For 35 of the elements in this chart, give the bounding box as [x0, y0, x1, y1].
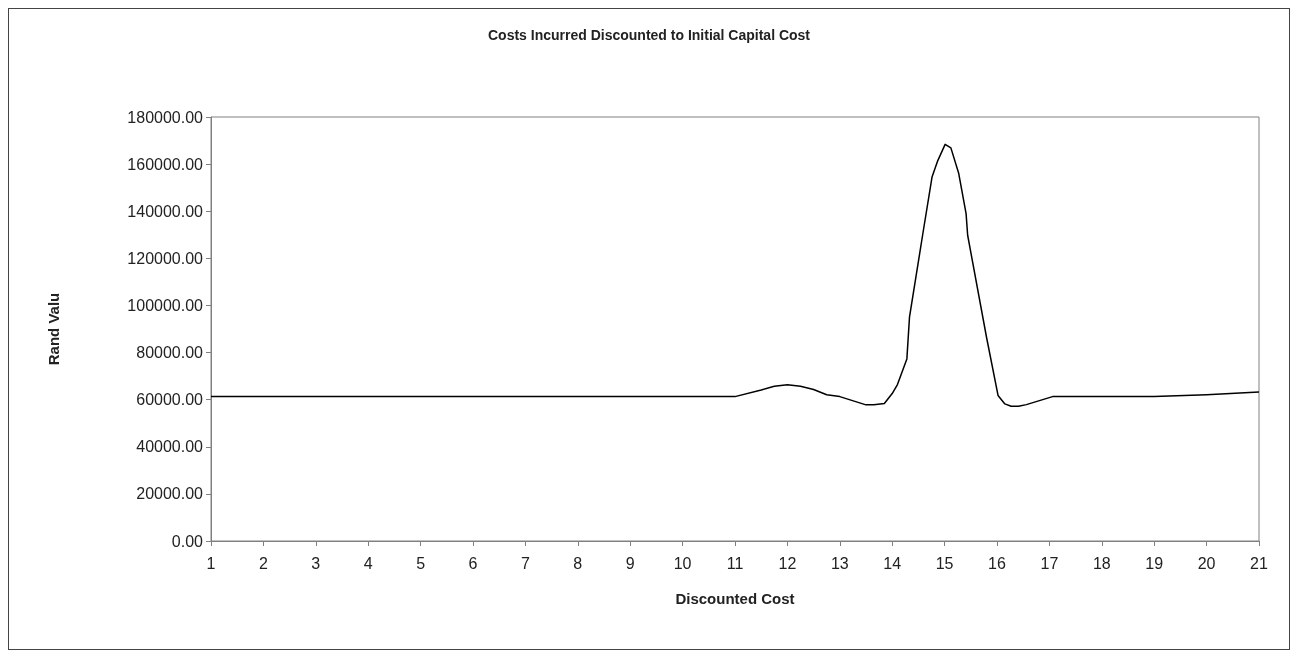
x-tick-label: 18 [1092, 554, 1111, 572]
line-series [210, 143, 1260, 408]
x-tick-label: 9 [625, 554, 635, 572]
y-tick-label: 160000.00 [127, 155, 204, 173]
x-tick-label: 8 [573, 554, 583, 572]
chart-title: Costs Incurred Discounted to Initial Capital Cost [487, 27, 811, 43]
x-axis-title: Discounted Cost [675, 590, 795, 607]
x-tick-label: 7 [520, 554, 530, 572]
x-tick-label: 5 [416, 554, 426, 572]
x-tick-label: 14 [883, 554, 902, 572]
x-tick-label: 15 [935, 554, 954, 572]
y-tick-label: 40000.00 [136, 438, 204, 456]
y-tick-label: 100000.00 [127, 296, 204, 314]
x-tick-label: 6 [468, 554, 478, 572]
y-tick-label: 120000.00 [127, 249, 204, 267]
y-tick-label: 140000.00 [127, 202, 204, 220]
x-tick-label: 13 [830, 554, 849, 572]
x-tick-label: 21 [1250, 554, 1268, 572]
x-tick-label: 10 [673, 554, 692, 572]
x-tick-label: 11 [726, 554, 744, 572]
y-tick-label: 20000.00 [136, 485, 204, 503]
x-tick-label: 20 [1197, 554, 1216, 572]
x-tick-label: 4 [363, 554, 373, 572]
x-tick-label: 1 [206, 554, 216, 572]
x-tick-label: 3 [311, 554, 321, 572]
y-tick-label: 0.00 [171, 532, 204, 550]
x-tick-label: 19 [1145, 554, 1164, 572]
y-tick-label: 180000.00 [127, 108, 204, 126]
x-tick-label: 16 [988, 554, 1006, 572]
y-tick-label: 80000.00 [136, 344, 204, 362]
x-tick-label: 17 [1040, 554, 1059, 572]
y-tick-label: 60000.00 [136, 391, 204, 409]
x-tick-label: 12 [778, 554, 797, 572]
x-tick-label: 2 [258, 554, 268, 572]
y-axis-title: Rand Valu [45, 292, 62, 366]
